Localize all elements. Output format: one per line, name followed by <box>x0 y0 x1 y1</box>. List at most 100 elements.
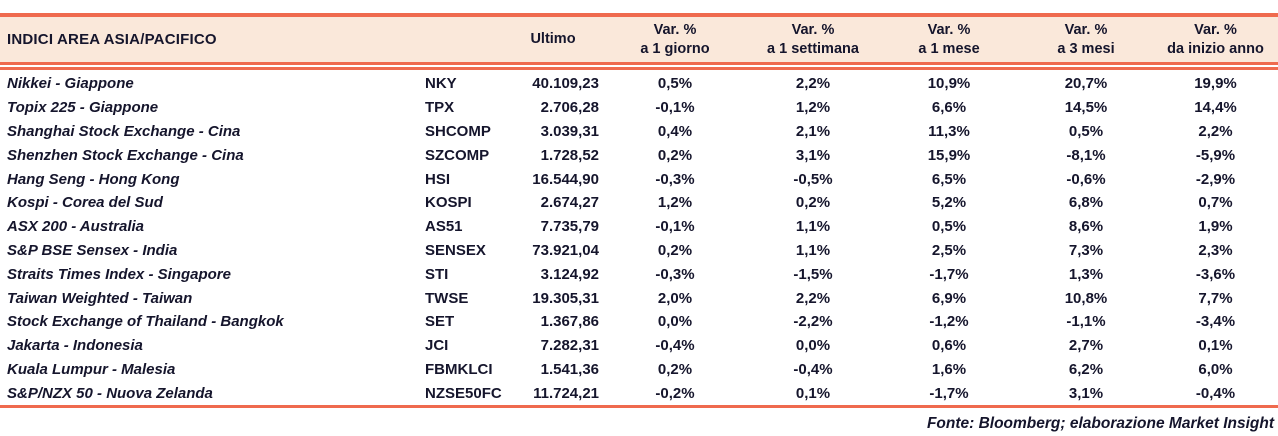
index-name-cell: Kuala Lumpur - Malesia <box>7 360 176 378</box>
index-name-cell: S&P BSE Sensex - India <box>7 241 178 259</box>
var-ytd-cell: 0,7% <box>1198 194 1233 212</box>
var-ytd-cell: 14,4% <box>1194 99 1237 117</box>
table-header-row: INDICI AREA ASIA/PACIFICO Ultimo Var. % … <box>0 13 1278 65</box>
var-1-day-cell: -0,2% <box>655 384 695 402</box>
ticker-cell: TWSE <box>425 289 469 307</box>
index-name-cell: ASX 200 - Australia <box>7 218 144 236</box>
var-1-day-cell: 0,2% <box>657 360 693 378</box>
var-1-month-cell: -1,2% <box>929 313 969 331</box>
ticker-cell: FBMKLCI <box>425 360 493 378</box>
var-1-week-cell: 0,0% <box>795 337 831 355</box>
var-ytd-cell: 19,9% <box>1194 75 1237 93</box>
var-ytd-cell: -5,9% <box>1195 146 1236 164</box>
table-row: Topix 225 - Giappone TPX 2.706,28 -0,1% … <box>0 96 1278 120</box>
last-value-cell: 7.735,79 <box>540 218 599 236</box>
var-1-month-cell: 6,9% <box>931 289 967 307</box>
var-3-months-cell: 20,7% <box>1064 75 1108 93</box>
var-1-day-cell: -0,4% <box>655 337 695 355</box>
table-body: Nikkei - Giappone NKY 40.109,23 0,5% 2,2… <box>0 72 1278 405</box>
column-header-var-inizio-anno: Var. % da inizio anno <box>1153 21 1278 59</box>
column-header-var-1-settimana: Var. % a 1 settimana <box>747 21 879 59</box>
var-1-month-cell: 5,2% <box>931 194 967 212</box>
last-value-cell: 2.674,27 <box>540 194 599 212</box>
column-header-line2: a 1 settimana <box>767 40 859 57</box>
column-header-line1: Var. % <box>1194 21 1237 38</box>
var-1-week-cell: -0,4% <box>793 360 833 378</box>
column-header-line1: Var. % <box>653 21 697 38</box>
last-value-cell: 1.728,52 <box>540 146 599 164</box>
var-1-week-cell: 2,2% <box>795 75 831 93</box>
var-3-months-cell: 2,7% <box>1068 337 1104 355</box>
ticker-cell: TPX <box>425 99 455 117</box>
last-value-cell: 1.367,86 <box>540 313 599 331</box>
var-1-day-cell: -0,3% <box>655 170 695 188</box>
index-name-cell: Hang Seng - Hong Kong <box>7 170 180 188</box>
var-3-months-cell: 0,5% <box>1068 122 1104 140</box>
table-row: Jakarta - Indonesia JCI 7.282,31 -0,4% 0… <box>0 334 1278 358</box>
var-1-week-cell: 0,2% <box>795 194 831 212</box>
var-ytd-cell: -3,6% <box>1195 265 1236 283</box>
var-3-months-cell: 1,3% <box>1068 265 1104 283</box>
column-header-var-3-mesi: Var. % a 3 mesi <box>1019 21 1153 59</box>
table-row: Shenzhen Stock Exchange - Cina SZCOMP 1.… <box>0 143 1278 167</box>
column-header-line2: da inizio anno <box>1167 40 1264 57</box>
source-note: Fonte: Bloomberg; elaborazione Market In… <box>926 415 1274 433</box>
var-1-month-cell: -1,7% <box>929 384 969 402</box>
index-name-cell: Nikkei - Giappone <box>7 75 134 93</box>
last-value-cell: 2.706,28 <box>540 99 599 117</box>
var-3-months-cell: 7,3% <box>1068 241 1104 259</box>
table-row: Taiwan Weighted - Taiwan TWSE 19.305,31 … <box>0 286 1278 310</box>
ticker-cell: JCI <box>425 337 449 355</box>
table-row: S&P/NZX 50 - Nuova Zelanda NZSE50FC 11.7… <box>0 381 1278 405</box>
var-ytd-cell: -3,4% <box>1195 313 1236 331</box>
table-bottom-rule <box>0 405 1278 409</box>
table-title: INDICI AREA ASIA/PACIFICO <box>7 31 217 48</box>
var-3-months-cell: -8,1% <box>1066 146 1106 164</box>
var-1-week-cell: 0,1% <box>795 384 831 402</box>
var-1-day-cell: 0,2% <box>657 146 693 164</box>
var-1-week-cell: -0,5% <box>793 170 833 188</box>
var-1-week-cell: 1,1% <box>795 241 831 259</box>
var-1-week-cell: 1,2% <box>795 99 831 117</box>
column-header-line2: a 1 giorno <box>640 40 710 57</box>
indices-table: INDICI AREA ASIA/PACIFICO Ultimo Var. % … <box>0 13 1278 433</box>
header-double-rule <box>0 67 1278 70</box>
last-value-cell: 40.109,23 <box>532 75 599 93</box>
var-1-month-cell: 10,9% <box>927 75 971 93</box>
index-name-cell: Stock Exchange of Thailand - Bangkok <box>7 313 284 331</box>
ticker-cell: STI <box>425 265 449 283</box>
last-value-cell: 7.282,31 <box>540 337 599 355</box>
var-3-months-cell: -1,1% <box>1066 313 1106 331</box>
index-name-cell: Shanghai Stock Exchange - Cina <box>7 122 241 140</box>
var-1-month-cell: 0,5% <box>931 218 967 236</box>
last-value-cell: 73.921,04 <box>532 241 599 259</box>
column-header-line2: a 3 mesi <box>1057 40 1115 57</box>
column-header-line1: Var. % <box>791 21 835 38</box>
var-1-month-cell: 2,5% <box>931 241 967 259</box>
ticker-cell: SZCOMP <box>425 146 490 164</box>
var-3-months-cell: 6,2% <box>1068 360 1104 378</box>
var-ytd-cell: -0,4% <box>1195 384 1236 402</box>
var-3-months-cell: -0,6% <box>1066 170 1106 188</box>
var-1-week-cell: 2,2% <box>795 289 831 307</box>
var-1-month-cell: 0,6% <box>931 337 967 355</box>
column-header-line1: Var. % <box>927 21 971 38</box>
index-name-cell: Taiwan Weighted - Taiwan <box>7 289 193 307</box>
index-name-cell: Topix 225 - Giappone <box>7 99 159 117</box>
index-name-cell: Jakarta - Indonesia <box>7 337 143 355</box>
var-ytd-cell: 7,7% <box>1198 289 1233 307</box>
ticker-cell: SET <box>425 313 455 331</box>
var-1-day-cell: 0,0% <box>657 313 693 331</box>
var-1-day-cell: 0,4% <box>657 122 693 140</box>
var-1-day-cell: 1,2% <box>657 194 693 212</box>
index-name-cell: Kospi - Corea del Sud <box>7 194 163 212</box>
index-name-cell: Straits Times Index - Singapore <box>7 265 231 283</box>
var-1-month-cell: 15,9% <box>927 146 971 164</box>
var-3-months-cell: 6,8% <box>1068 194 1104 212</box>
var-1-day-cell: -0,3% <box>655 265 695 283</box>
var-3-months-cell: 14,5% <box>1064 99 1108 117</box>
ticker-cell: SHCOMP <box>425 122 491 140</box>
table-row: Shanghai Stock Exchange - Cina SHCOMP 3.… <box>0 120 1278 144</box>
column-header-var-1-giorno: Var. % a 1 giorno <box>603 21 747 59</box>
var-1-month-cell: 6,6% <box>931 99 967 117</box>
